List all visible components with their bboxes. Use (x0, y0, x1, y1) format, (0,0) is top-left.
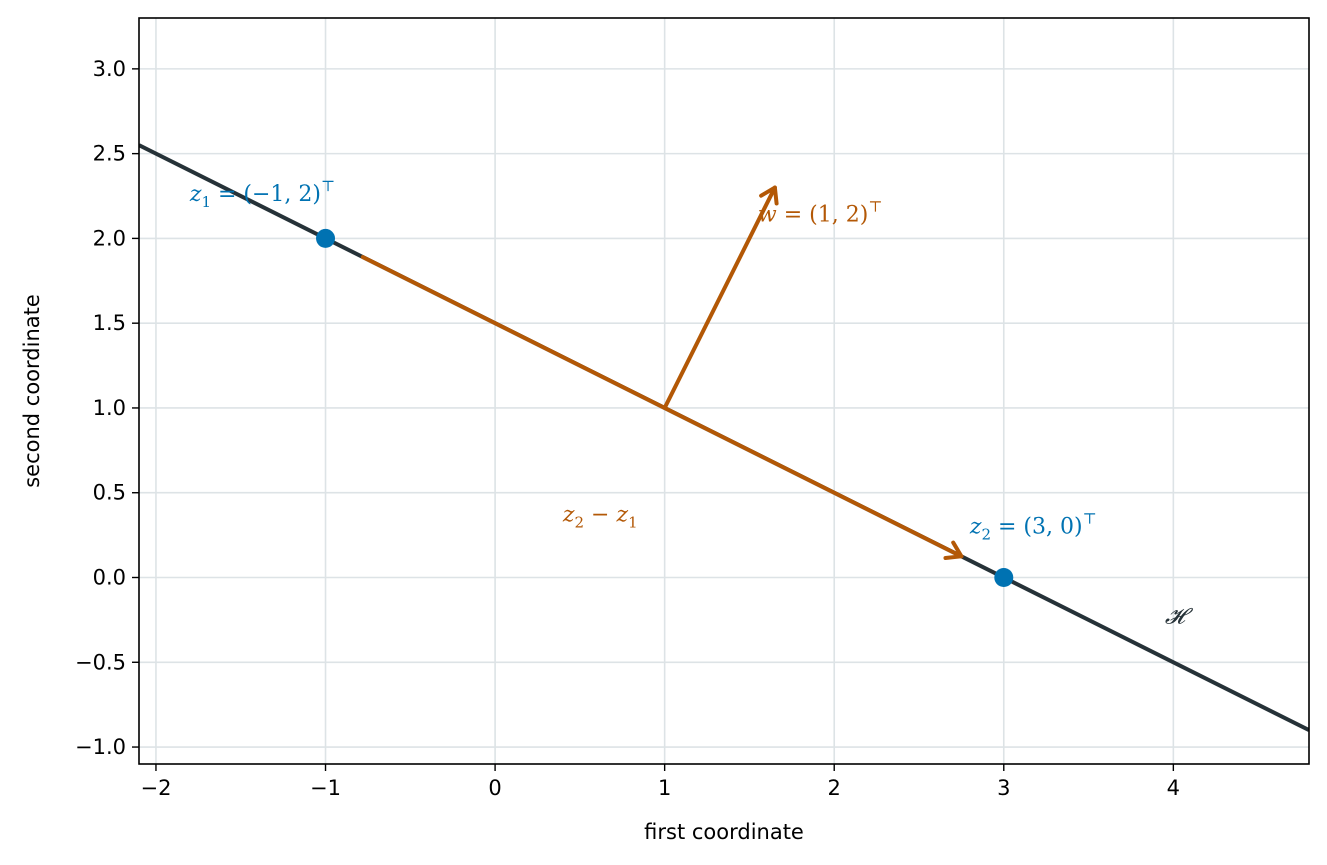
x-tick-label: 4 (1167, 776, 1180, 800)
axis-ticks: −2 −1 0 1 2 3 4 −1.0 −0.5 0.0 0.5 1.0 1.5 2.0 2.5 3.0 (75, 57, 1180, 800)
label-z2: z2 = (3, 0)⊤ (969, 509, 1097, 543)
vector-arrowhead-z2-minus-z1 (943, 540, 964, 561)
grid (139, 18, 1309, 764)
y-tick-label: −1.0 (75, 735, 126, 759)
x-tick-label: 2 (828, 776, 841, 800)
y-tick-label: 1.5 (93, 311, 126, 335)
x-tick-label: −2 (140, 776, 171, 800)
point-z2 (994, 568, 1014, 587)
x-tick-label: 1 (658, 776, 671, 800)
plot-area (139, 143, 1309, 732)
label-z2-minus-z1: z2 − z1 (562, 503, 638, 532)
y-tick-label: 0.5 (93, 481, 126, 505)
x-tick-label: 3 (997, 776, 1010, 800)
x-tick-label: −1 (310, 776, 341, 800)
plot-frame (138, 17, 1310, 765)
y-tick-label: 2.0 (93, 226, 126, 250)
y-tick-label: 2.5 (93, 142, 126, 166)
x-axis-label: first coordinate (644, 820, 804, 844)
y-axis-label: second coordinate (20, 294, 44, 488)
label-w: w = (1, 2)⊤ (758, 197, 883, 227)
annotations: z1 = (−1, 2)⊤ z2 = (3, 0)⊤ w = (1, 2)⊤ z2 −… (189, 177, 1194, 629)
vector-arrowhead-w (759, 185, 779, 206)
vector-z2-minus-z1 (360, 255, 964, 559)
y-tick-label: 1.0 (93, 396, 126, 420)
y-tick-label: 0.0 (93, 566, 126, 590)
point-z1 (316, 228, 336, 248)
x-tick-label: 0 (488, 776, 501, 800)
vector-w (662, 185, 777, 410)
label-z1: z1 = (−1, 2)⊤ (189, 177, 335, 211)
hyperplane-label: 𝓗 (1165, 604, 1194, 629)
y-tick-label: −0.5 (75, 650, 126, 674)
y-tick-label: 3.0 (93, 57, 126, 81)
